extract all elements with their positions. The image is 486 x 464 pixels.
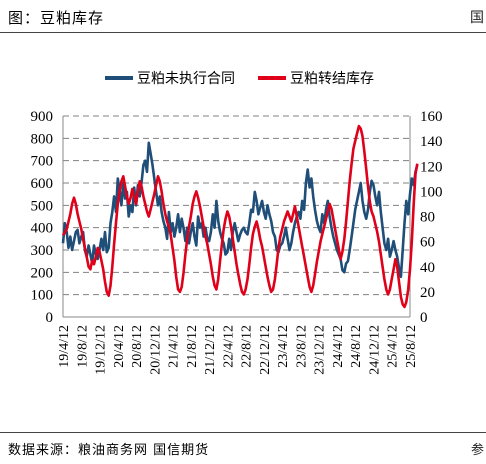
x-tick-label: 25/8/12 — [404, 325, 419, 368]
x-tick-label: 19/4/12 — [57, 325, 72, 368]
x-tick-label: 22/4/12 — [221, 325, 236, 368]
y-left-tick-label: 500 — [31, 198, 54, 214]
y-right-tick-label: 40 — [420, 260, 435, 276]
x-tick-label: 22/8/12 — [240, 325, 255, 368]
x-tick-label: 20/4/12 — [112, 325, 127, 368]
line-chart: 0 100 200 300 400 500 600 700 800 900 0 20 40 60 80 100… — [31, 71, 443, 375]
y-right-tick-label: 20 — [420, 285, 435, 301]
y-left-tick-label: 900 — [31, 109, 54, 125]
y-left-tick-label: 800 — [31, 131, 54, 147]
x-tick-label: 20/12/12 — [148, 325, 163, 375]
series-line-1 — [61, 141, 419, 279]
y-right-tick-label: 140 — [420, 134, 443, 150]
x-tick-label: 19/8/12 — [75, 325, 90, 368]
y-right-tick-label: 120 — [420, 159, 443, 175]
x-tick-label: 25/4/12 — [386, 325, 401, 368]
page-edge-mark: 国 — [470, 10, 484, 26]
y-left-tick-label: 200 — [31, 265, 54, 281]
footer-divider — [0, 432, 486, 433]
chart-title: 图：豆粕库存 — [8, 9, 105, 27]
y-right-tick-label: 0 — [420, 310, 428, 326]
x-tick-label: 20/8/12 — [130, 325, 145, 368]
legend-label-2: 豆粕转结库存 — [290, 71, 374, 87]
page-edge-mark-bottom: 参 — [470, 443, 484, 458]
x-tick-label: 24/12/12 — [367, 325, 382, 375]
y-left-tick-label: 0 — [46, 310, 54, 326]
y-left-tick-label: 700 — [31, 154, 54, 170]
y-right-tick-label: 100 — [420, 184, 443, 200]
legend-label-1: 豆粕未执行合同 — [137, 71, 235, 87]
y-right-tick-label: 160 — [420, 109, 443, 125]
y-left-tick-label: 400 — [31, 221, 54, 237]
series-line-2 — [61, 124, 419, 309]
x-tick-label: 21/4/12 — [167, 325, 182, 368]
y-left-tick-label: 600 — [31, 176, 54, 192]
x-tick-label: 24/8/12 — [349, 325, 364, 368]
x-tick-label: 24/4/12 — [331, 325, 346, 368]
x-tick-label: 19/12/12 — [94, 325, 109, 375]
y-right-tick-label: 60 — [420, 235, 435, 251]
x-tick-label: 23/8/12 — [294, 325, 309, 368]
y-left-tick-label: 300 — [31, 243, 54, 259]
x-tick-label: 22/12/12 — [258, 325, 273, 375]
x-tick-label: 23/12/12 — [313, 325, 328, 375]
x-tick-label: 21/8/12 — [185, 325, 200, 368]
title-divider — [0, 32, 486, 33]
y-left-tick-label: 100 — [31, 288, 54, 304]
source-note: 数据来源：粮油商务网 国信期货 — [8, 443, 210, 458]
x-tick-label: 23/4/12 — [276, 325, 291, 368]
y-right-tick-label: 80 — [420, 210, 435, 226]
x-tick-label: 21/12/12 — [203, 325, 218, 375]
